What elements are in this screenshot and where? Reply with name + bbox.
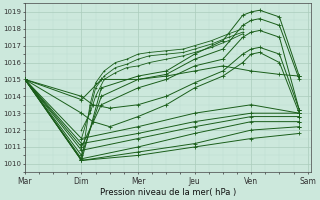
X-axis label: Pression niveau de la mer( hPa ): Pression niveau de la mer( hPa ) [100,188,236,197]
